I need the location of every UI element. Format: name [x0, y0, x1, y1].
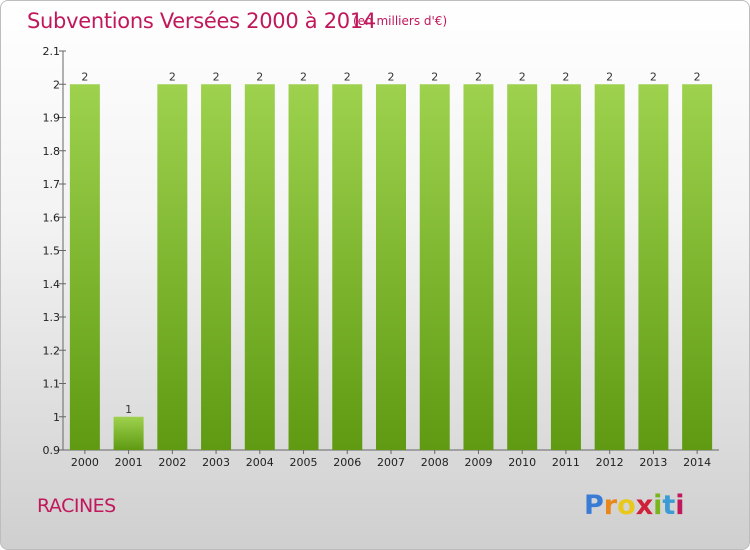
- y-tick-label: 1.9: [43, 112, 61, 125]
- value-label-2003: 2: [213, 70, 220, 83]
- x-tick-label: 2011: [552, 456, 580, 469]
- value-label-2002: 2: [169, 70, 176, 83]
- x-tick-label: 2002: [158, 456, 186, 469]
- value-label-2013: 2: [650, 70, 657, 83]
- x-tick-label: 2010: [508, 456, 536, 469]
- x-tick-label: 2007: [377, 456, 405, 469]
- x-tick-label: 2012: [596, 456, 624, 469]
- y-tick-label: 1.7: [43, 178, 61, 191]
- bar-2010: [507, 84, 538, 450]
- logo-letter: P: [584, 490, 604, 521]
- chart-subtitle: (en milliers d'€): [353, 14, 448, 28]
- y-tick-label: 1: [53, 411, 60, 424]
- bar-2012: [594, 84, 625, 450]
- y-tick-label: 1.5: [43, 245, 61, 258]
- logo-letter: r: [603, 490, 618, 521]
- y-tick-label: 1.6: [43, 211, 61, 224]
- bar-2000: [69, 84, 100, 450]
- x-tick-label: 2014: [683, 456, 711, 469]
- x-tick-label: 2001: [115, 456, 143, 469]
- value-label-2004: 2: [256, 70, 263, 83]
- y-tick-label: 0.9: [43, 444, 61, 457]
- value-label-2009: 2: [475, 70, 482, 83]
- commune-name: RACINES: [37, 495, 116, 517]
- y-tick-label: 1.8: [43, 145, 61, 158]
- bar-2013: [638, 84, 669, 450]
- y-tick-label: 2: [53, 78, 60, 91]
- value-label-2008: 2: [431, 70, 438, 83]
- value-label-2006: 2: [344, 70, 351, 83]
- logo-letter: i: [653, 490, 663, 521]
- logo-letter: x: [635, 490, 654, 521]
- bar-2006: [332, 84, 363, 450]
- x-tick-label: 2004: [246, 456, 274, 469]
- x-tick-label: 2006: [333, 456, 361, 469]
- value-label-2012: 2: [606, 70, 613, 83]
- value-label-2001: 1: [125, 403, 132, 416]
- value-label-2014: 2: [694, 70, 701, 83]
- bar-2008: [419, 84, 450, 450]
- value-label-2011: 2: [562, 70, 569, 83]
- logo-letter: i: [675, 490, 685, 521]
- value-label-2000: 2: [81, 70, 88, 83]
- bar-2004: [244, 84, 275, 450]
- y-tick-label: 1.2: [43, 344, 61, 357]
- bar-2014: [682, 84, 713, 450]
- bar-2005: [288, 84, 319, 450]
- value-label-2007: 2: [388, 70, 395, 83]
- bar-2003: [201, 84, 232, 450]
- y-tick-label: 1.4: [43, 278, 61, 291]
- x-tick-label: 2005: [290, 456, 318, 469]
- x-tick-label: 2009: [464, 456, 492, 469]
- y-tick-label: 2.1: [43, 45, 61, 58]
- chart-title: Subventions Versées 2000 à 2014: [27, 9, 376, 33]
- y-tick-label: 1.3: [43, 311, 61, 324]
- x-tick-label: 2000: [71, 456, 99, 469]
- bar-2009: [463, 84, 494, 450]
- bar-2002: [157, 84, 188, 450]
- bar-2011: [550, 84, 581, 450]
- logo-letter: o: [617, 490, 636, 521]
- x-tick-label: 2008: [421, 456, 449, 469]
- value-label-2005: 2: [300, 70, 307, 83]
- x-tick-label: 2003: [202, 456, 230, 469]
- proxiti-logo: Proxiti: [584, 490, 685, 521]
- logo-letter: t: [662, 490, 676, 521]
- bar-2001: [113, 416, 144, 450]
- y-tick-label: 1.1: [43, 378, 61, 391]
- value-label-2010: 2: [519, 70, 526, 83]
- bar-2007: [376, 84, 406, 450]
- plot-area: 0.9 1 1.1 1.2 1.3 1.4 1.5 1.6 1.7 1.8 1.9 2 2.1 2 2000…: [43, 45, 719, 469]
- x-tick-label: 2013: [639, 456, 667, 469]
